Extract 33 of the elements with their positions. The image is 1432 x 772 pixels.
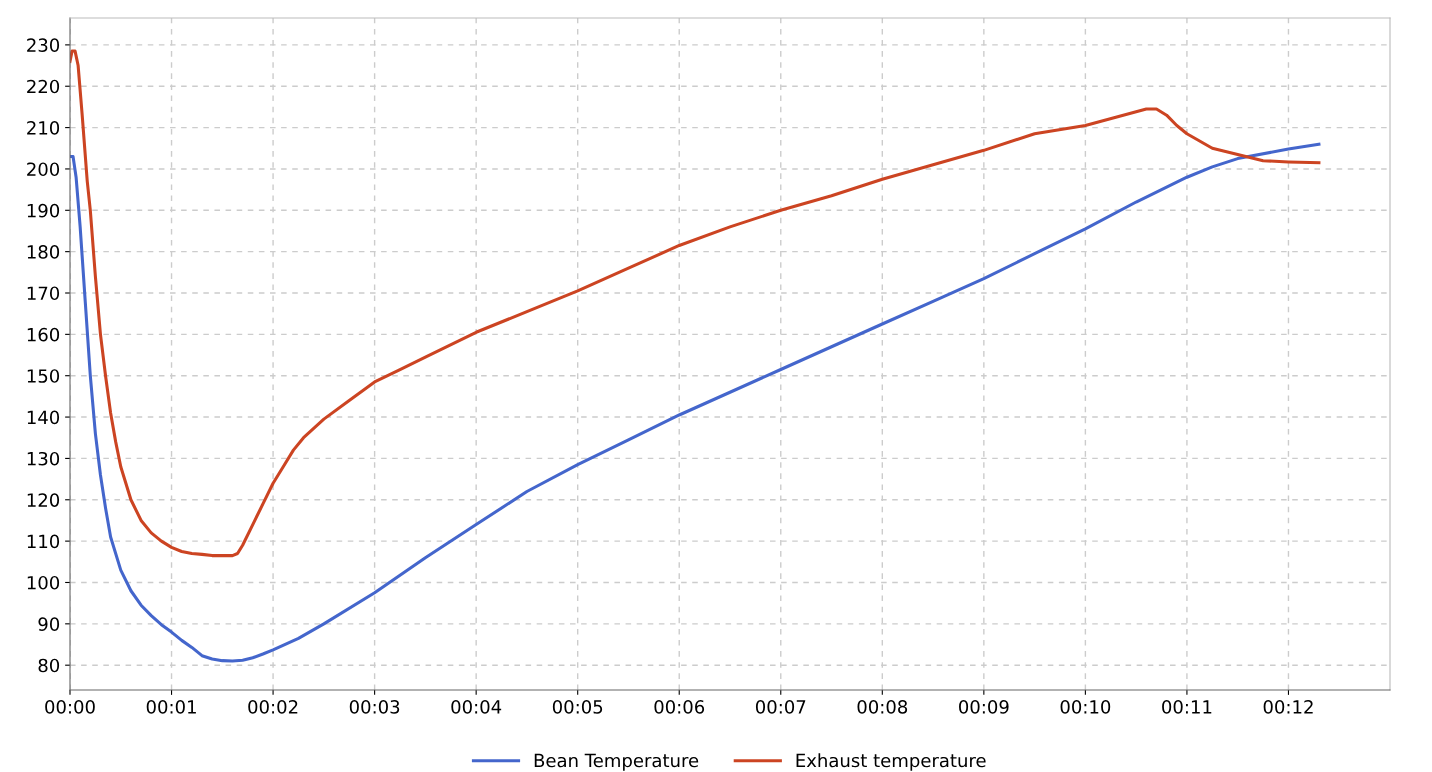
x-tick-label: 00:06: [654, 700, 705, 714]
y-tick-label: 80: [38, 658, 60, 673]
y-tick-label: 150: [27, 369, 60, 383]
y-tick-label: 220: [27, 79, 60, 94]
y-tick-label: 210: [27, 121, 60, 135]
line-series: [70, 142, 1321, 663]
x-tick-label: 00:12: [1263, 700, 1313, 714]
y-tick-label: 130: [27, 451, 60, 466]
x-tick-label: 00:00: [45, 700, 95, 714]
x-tick-label: 00:11: [1162, 700, 1212, 714]
y-tick-label: 170: [27, 286, 60, 301]
legend-label: Bean Temperature: [534, 753, 699, 771]
x-tick-label: 00:09: [959, 700, 1009, 714]
y-tick-label: 230: [27, 38, 60, 52]
y-tick-label: 140: [27, 410, 60, 425]
line-series: [70, 49, 1321, 558]
y-tick-label: 180: [27, 245, 60, 259]
y-tick-label: 110: [27, 534, 60, 549]
y-tick-label: 90: [38, 617, 60, 631]
x-tick-label: 00:07: [755, 700, 806, 714]
legend-label: Exhaust temperature: [796, 753, 986, 771]
x-tick-label: 00:04: [451, 700, 502, 714]
x-tick-label: 00:08: [857, 700, 908, 714]
x-tick-label: 00:10: [1060, 700, 1111, 714]
x-tick-label: 00:02: [248, 700, 298, 714]
y-tick-label: 200: [27, 162, 60, 177]
x-tick-label: 00:03: [349, 700, 400, 714]
y-tick-label: 160: [27, 327, 60, 342]
x-tick-label: 00:01: [146, 700, 196, 714]
y-tick-label: 190: [27, 203, 60, 218]
x-tick-label: 00:05: [552, 700, 603, 714]
y-tick-label: 100: [27, 575, 60, 590]
y-tick-label: 120: [27, 493, 60, 507]
